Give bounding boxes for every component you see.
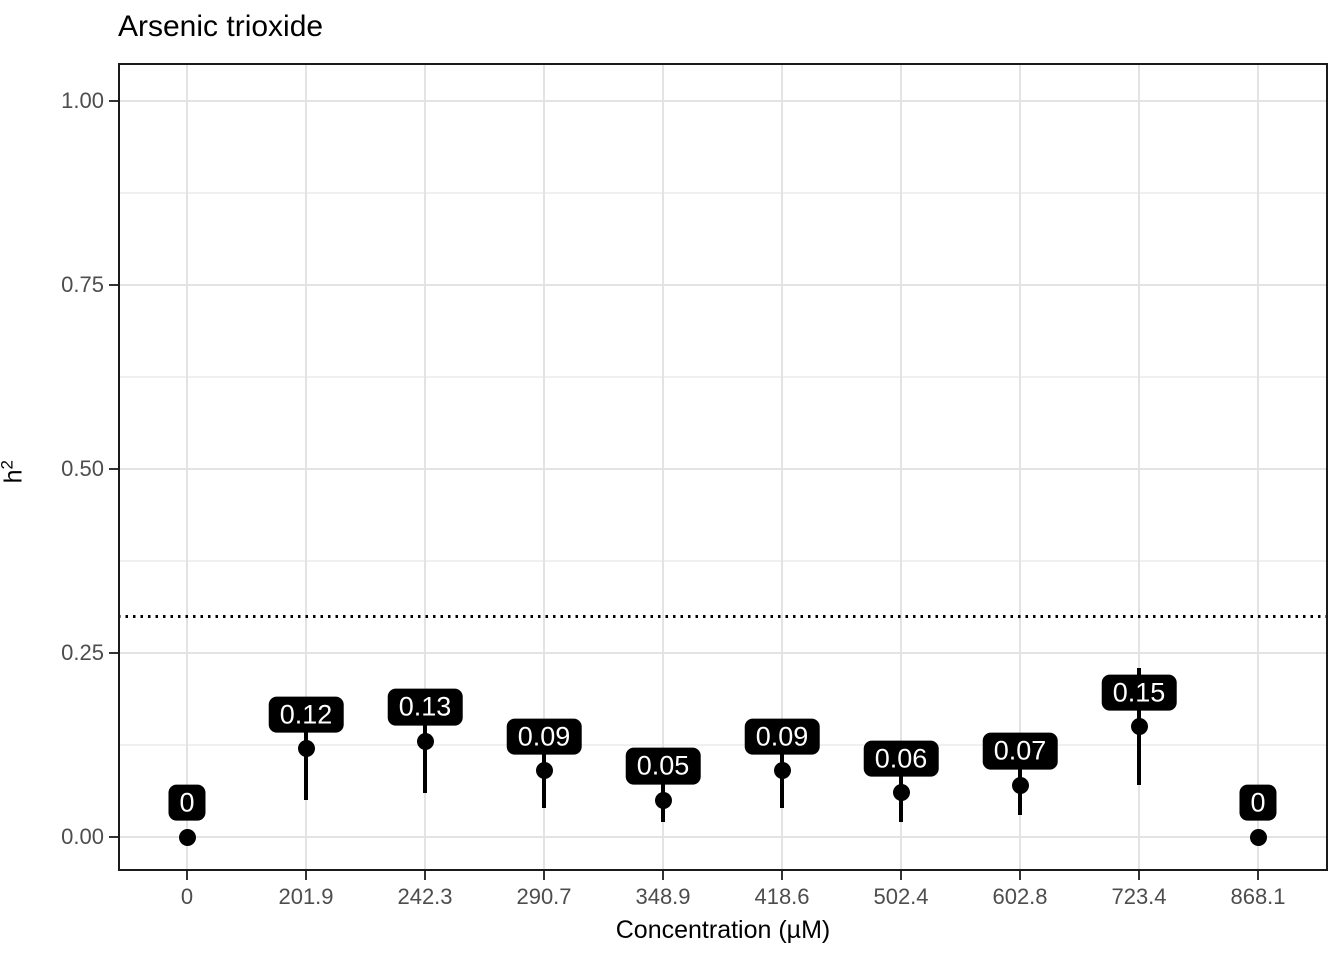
y-axis-tick-label: 1.00 [61, 88, 104, 113]
gridline-minor-horizontal [118, 560, 1328, 562]
x-axis-tick-label: 201.9 [278, 884, 334, 909]
x-axis-tick-label: 502.4 [873, 884, 929, 909]
threshold-line [118, 614, 1328, 618]
gridline-major-vertical [424, 63, 426, 871]
gridline-major-horizontal [118, 284, 1328, 286]
x-axis-tick [899, 871, 903, 880]
data-point [297, 740, 315, 758]
x-axis-tick [1256, 871, 1260, 880]
x-axis-tick [661, 871, 665, 880]
plot-panel: 0 0.12 0.13 0.09 0.05 0.09 0.06 0.07 0.15 0 [118, 63, 1328, 871]
gridline-major-vertical [305, 63, 307, 871]
data-label: 0.07 [982, 733, 1058, 770]
y-axis-tick-label: 0.25 [61, 640, 104, 665]
data-label: 0.13 [387, 688, 463, 726]
x-axis-tick [1018, 871, 1022, 880]
x-axis-tick [185, 871, 189, 880]
gridline-major-vertical [1257, 63, 1259, 871]
data-label: 0.12 [268, 696, 344, 733]
gridline-major-horizontal [118, 468, 1328, 470]
y-axis-title-sup: 2 [0, 460, 16, 469]
gridline-major-vertical [1138, 63, 1140, 871]
x-axis-tick [1137, 871, 1141, 880]
x-axis-tick [304, 871, 308, 880]
x-axis-tick [423, 871, 427, 880]
gridline-major-vertical [900, 63, 902, 871]
data-label: 0.05 [625, 747, 701, 785]
data-label: 0.09 [744, 718, 820, 755]
data-point [1130, 718, 1148, 736]
x-axis-tick-label: 242.3 [397, 884, 453, 909]
gridline-major-vertical [186, 63, 188, 871]
gridline-major-horizontal [118, 652, 1328, 654]
x-axis-tick [780, 871, 784, 880]
y-axis-tick-label: 0.50 [61, 456, 104, 481]
data-label: 0 [168, 784, 206, 821]
data-point [654, 791, 672, 809]
gridline-major-vertical [662, 63, 664, 871]
data-point [416, 732, 434, 750]
data-point [178, 828, 196, 846]
gridline-major-vertical [543, 63, 545, 871]
x-axis-tick-label: 723.4 [1111, 884, 1167, 909]
chart-title: Arsenic trioxide [118, 10, 324, 43]
y-axis-tick [109, 283, 118, 287]
data-label: 0.09 [506, 718, 582, 755]
x-axis-title: Concentration (µM) [615, 916, 831, 944]
data-point [1249, 828, 1267, 846]
data-label: 0.15 [1101, 674, 1177, 711]
gridline-minor-horizontal [118, 744, 1328, 746]
x-axis-tick [542, 871, 546, 880]
data-point [773, 762, 791, 780]
gridline-major-vertical [1019, 63, 1021, 871]
y-axis-tick [109, 99, 118, 103]
data-point [1011, 776, 1029, 794]
data-point [535, 762, 553, 780]
x-axis-tick-label: 348.9 [635, 884, 691, 909]
y-axis-tick-label: 0.75 [61, 272, 104, 297]
data-point [892, 784, 910, 802]
x-axis-tick-label: 418.6 [754, 884, 810, 909]
gridline-major-horizontal [118, 100, 1328, 102]
y-axis-tick [109, 651, 118, 655]
x-axis-tick-label: 290.7 [516, 884, 572, 909]
x-axis-tick-label: 0 [180, 884, 194, 909]
gridline-major-horizontal [118, 836, 1328, 838]
x-axis-tick-label: 868.1 [1230, 884, 1286, 909]
data-label: 0.06 [863, 740, 939, 777]
y-axis-title: h2 [0, 417, 29, 527]
y-axis-tick-label: 0.00 [61, 824, 104, 849]
x-axis-tick-label: 602.8 [992, 884, 1048, 909]
y-axis-tick [109, 467, 118, 471]
gridline-minor-horizontal [118, 376, 1328, 378]
y-axis-tick [109, 835, 118, 839]
gridline-minor-horizontal [118, 192, 1328, 194]
gridline-major-vertical [781, 63, 783, 871]
data-label: 0 [1239, 784, 1277, 821]
